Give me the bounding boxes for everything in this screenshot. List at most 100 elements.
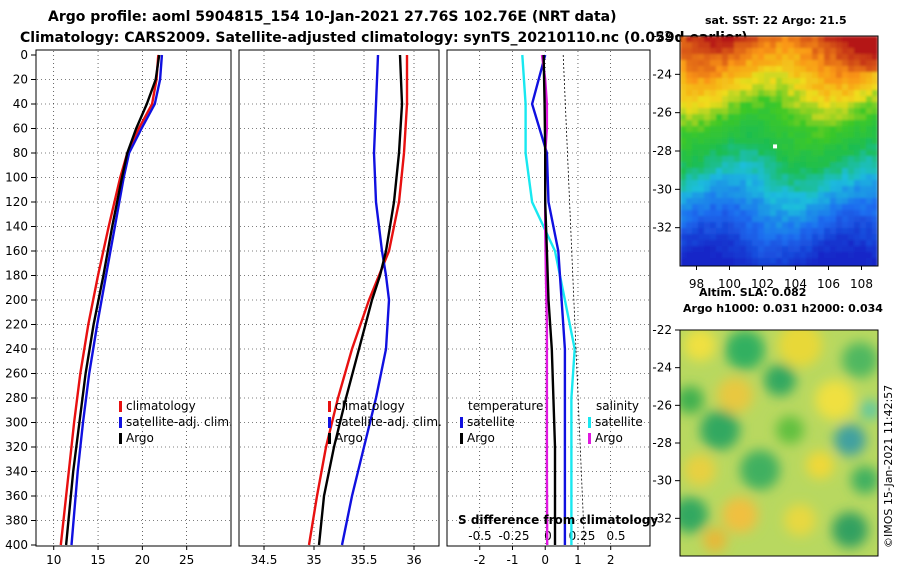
sst-cell (782, 114, 788, 120)
sst-cell (800, 246, 806, 252)
sst-ytick-label: -24 (652, 67, 672, 81)
sst-cell (800, 222, 806, 228)
sst-cell (686, 168, 692, 174)
sst-cell (818, 204, 824, 210)
sst-cell (776, 72, 782, 78)
sst-cell (758, 54, 764, 60)
sst-cell (698, 126, 704, 132)
sst-cell (704, 54, 710, 60)
sst-cell (806, 96, 812, 102)
sst-cell (788, 66, 794, 72)
sst-cell (680, 204, 686, 210)
sst-cell (764, 150, 770, 156)
sst-cell (812, 36, 818, 42)
depth-tick-label: 20 (13, 73, 28, 87)
sst-cell (836, 114, 842, 120)
sst-cell (728, 252, 734, 258)
sst-cell (770, 258, 776, 264)
sst-cell (800, 264, 806, 266)
sst-cell (764, 240, 770, 246)
sst-cell (716, 174, 722, 180)
sst-cell (812, 192, 818, 198)
sst-cell (794, 126, 800, 132)
sst-cell (746, 120, 752, 126)
sst-map: sat. SST: 22 Argo: 21.5 -22 -24 -26 -28 -30 -… (652, 14, 879, 291)
sst-cell (728, 180, 734, 186)
sst-cell (794, 252, 800, 258)
sst-cell (860, 42, 866, 48)
sst-cell (722, 150, 728, 156)
sst-cell (728, 78, 734, 84)
sst-cell (866, 240, 872, 246)
sst-cell (848, 210, 854, 216)
sst-cell (776, 54, 782, 60)
sst-cell (800, 42, 806, 48)
sst-cell (770, 90, 776, 96)
sst-cell (800, 60, 806, 66)
sst-cell (800, 210, 806, 216)
sst-cell (698, 84, 704, 90)
sst-cell (830, 150, 836, 156)
sst-cell (698, 120, 704, 126)
sst-cell (866, 36, 872, 42)
sst-cell (836, 90, 842, 96)
sst-cell (866, 222, 872, 228)
sst-cell (872, 198, 878, 204)
sst-cell (746, 252, 752, 258)
sst-cell (746, 264, 752, 266)
sst-cell (746, 126, 752, 132)
sst-cell (710, 78, 716, 84)
sst-cell (758, 102, 764, 108)
sst-cell (722, 186, 728, 192)
sst-cell (872, 228, 878, 234)
sst-cell (848, 216, 854, 222)
sst-cell (830, 258, 836, 264)
sst-cell (704, 156, 710, 162)
sst-cell (698, 204, 704, 210)
sst-cell (752, 174, 758, 180)
sst-cell (728, 246, 734, 252)
sst-cell (740, 90, 746, 96)
sst-cell (830, 222, 836, 228)
sst-cell (734, 36, 740, 42)
sal-xtick-label: 35.5 (351, 553, 378, 567)
sst-cell (842, 138, 848, 144)
sst-cell (746, 192, 752, 198)
sst-cell (824, 246, 830, 252)
sst-cell (698, 180, 704, 186)
sst-cell (740, 204, 746, 210)
sst-cell (722, 102, 728, 108)
sst-cell (794, 120, 800, 126)
sst-xtick-label: 104 (784, 277, 807, 291)
sst-cell (848, 222, 854, 228)
sst-cell (758, 222, 764, 228)
sst-cell (746, 174, 752, 180)
sal-legend-swatch (328, 417, 331, 428)
sst-cell (722, 72, 728, 78)
sst-cell (800, 234, 806, 240)
sst-cell (740, 42, 746, 48)
sst-cell (830, 84, 836, 90)
sst-cell (710, 210, 716, 216)
sla-ytick-label: -30 (652, 474, 672, 488)
sst-cell (704, 186, 710, 192)
diff-xtick-label: 0 (541, 553, 549, 567)
sst-cell (740, 138, 746, 144)
sst-cell (794, 186, 800, 192)
sst-cell (692, 84, 698, 90)
sal-xtick-label: 36 (406, 553, 421, 567)
sst-cell (872, 102, 878, 108)
sst-cell (800, 102, 806, 108)
sst-cell (842, 114, 848, 120)
sst-cell (710, 42, 716, 48)
sst-cell (680, 228, 686, 234)
sst-cell (746, 246, 752, 252)
diff-xtick-label: 2 (607, 553, 615, 567)
sst-cell (866, 90, 872, 96)
sst-cell (704, 174, 710, 180)
sla-blob (842, 342, 878, 378)
sst-cell (818, 198, 824, 204)
sst-cell (764, 186, 770, 192)
sst-cell (872, 168, 878, 174)
sst-cell (824, 72, 830, 78)
